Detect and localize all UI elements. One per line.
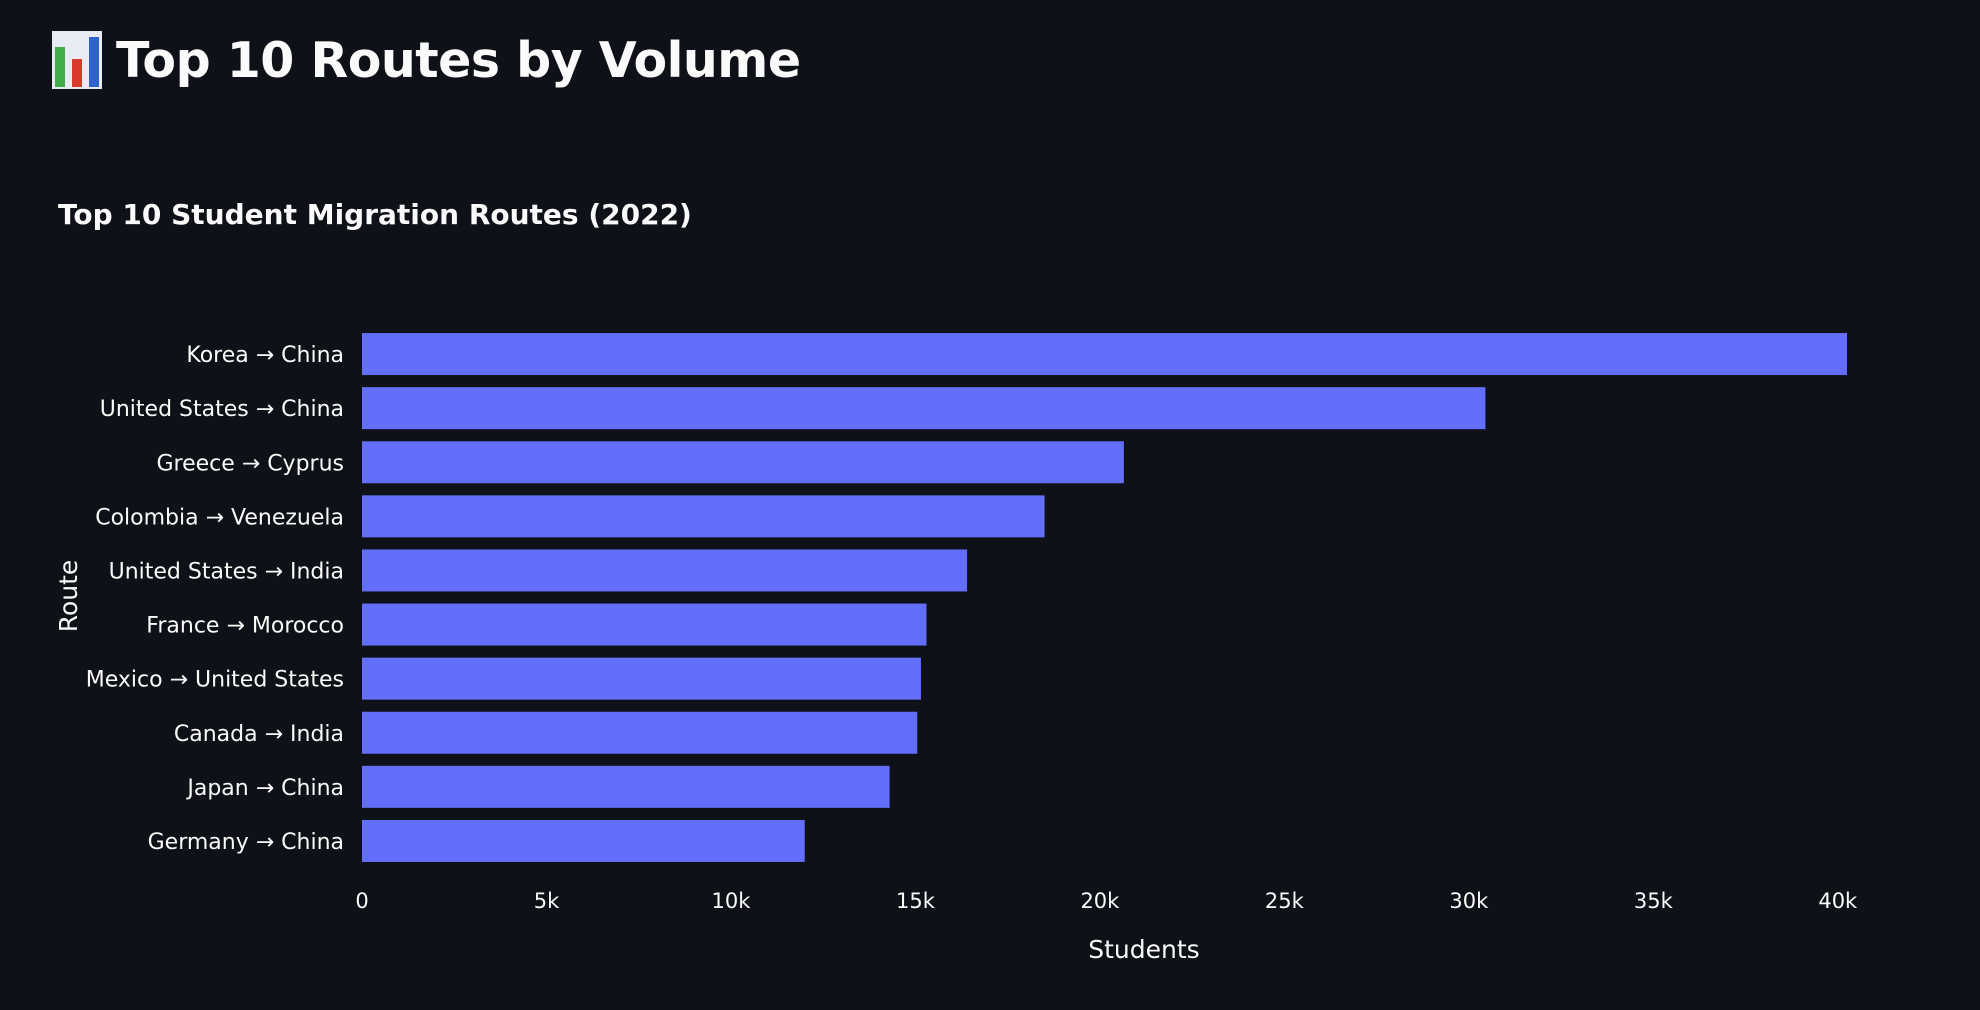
bar-4[interactable] — [362, 549, 968, 592]
bars-group — [362, 333, 1847, 862]
category-label-5: France → Morocco — [146, 614, 344, 639]
x-tick-label-3: 15k — [896, 889, 936, 913]
bar-9[interactable] — [362, 819, 805, 862]
x-tick-label-1: 5k — [534, 889, 560, 913]
bar-1[interactable] — [362, 387, 1486, 430]
category-label-7: Canada → India — [174, 722, 344, 747]
bar-3[interactable] — [362, 495, 1045, 538]
x-tick-label-8: 40k — [1818, 889, 1858, 913]
category-label-8: Japan → China — [185, 776, 344, 801]
x-tick-label-4: 20k — [1080, 889, 1120, 913]
x-tick-label-2: 10k — [711, 889, 751, 913]
category-label-4: United States → India — [109, 559, 344, 584]
category-label-2: Greece → Cyprus — [156, 451, 344, 476]
category-label-3: Colombia → Venezuela — [95, 505, 344, 530]
x-tick-label-6: 30k — [1449, 889, 1489, 913]
category-label-9: Germany → China — [148, 830, 344, 855]
category-labels: Korea → China United States → China Greece… — [86, 343, 344, 855]
bar-8[interactable] — [362, 765, 890, 808]
bar-chart-icon — [52, 31, 102, 89]
x-tick-label-0: 0 — [355, 889, 368, 913]
x-tick-labels: 0 5k 10k 15k 20k 25k 30k 35k 40k — [355, 889, 1858, 913]
x-tick-label-7: 35k — [1634, 889, 1674, 913]
bar-6[interactable] — [362, 657, 921, 700]
bar-7[interactable] — [362, 711, 918, 754]
category-label-1: United States → China — [100, 397, 344, 422]
chart-title: Top 10 Student Migration Routes (2022) — [58, 198, 692, 231]
x-axis-title: Students — [1088, 935, 1199, 964]
category-label-0: Korea → China — [186, 343, 344, 368]
bar-0[interactable] — [362, 333, 1847, 376]
bar-2[interactable] — [362, 441, 1124, 484]
category-label-6: Mexico → United States — [86, 668, 344, 693]
page-title: Top 10 Routes by Volume — [116, 31, 801, 89]
bar-5[interactable] — [362, 603, 927, 646]
x-tick-label-5: 25k — [1265, 889, 1305, 913]
page-header: Top 10 Routes by Volume — [52, 28, 801, 92]
y-axis-title: Route — [54, 560, 83, 633]
